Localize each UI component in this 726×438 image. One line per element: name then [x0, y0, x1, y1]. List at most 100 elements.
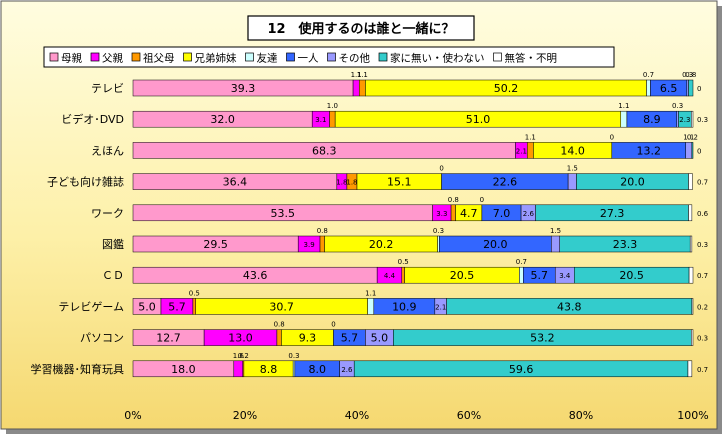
data-label: 1.1	[618, 102, 629, 110]
data-label: 0.7	[697, 272, 708, 280]
data-label: 43.6	[243, 269, 268, 282]
data-label: 9.3	[299, 332, 317, 345]
bar-segment	[233, 360, 244, 378]
data-label: 0.7	[697, 366, 708, 374]
data-label: 13.2	[637, 144, 662, 157]
category-label: ワーク	[91, 207, 124, 220]
bar-segment	[688, 266, 694, 284]
data-label: 30.7	[269, 300, 294, 313]
title-box	[247, 15, 475, 41]
data-label: 0.3	[288, 352, 299, 360]
data-label: 0.7	[516, 258, 527, 266]
legend-swatch	[493, 52, 502, 62]
data-label: 27.3	[600, 207, 625, 220]
data-label: 1.0	[327, 102, 338, 110]
data-label: 14.0	[560, 144, 585, 157]
bar-segment	[691, 298, 694, 315]
data-label: 20.2	[369, 238, 394, 251]
legend-swatch	[378, 52, 388, 62]
bar-segment	[292, 360, 296, 378]
data-label: 8.8	[260, 363, 278, 376]
legend-swatch	[327, 52, 336, 62]
data-label: 7.0	[493, 207, 511, 220]
bar-segment	[687, 360, 693, 378]
legend-label: 家に無い・使わない	[390, 52, 485, 65]
bar-segment	[620, 110, 628, 128]
data-label: 0	[331, 321, 335, 329]
bar-segment	[319, 235, 325, 253]
chart-title: 12 使用するのは誰と一緒に？	[267, 21, 454, 37]
x-tick-label: 40%	[345, 409, 369, 422]
bar-segment	[567, 173, 577, 190]
data-label: 3.3	[436, 210, 447, 218]
data-label: 1.8	[336, 179, 347, 187]
bar-segment	[688, 204, 693, 222]
x-tick-label: 0%	[124, 409, 141, 422]
data-label: 1.8	[346, 179, 357, 187]
data-label: 5.7	[341, 332, 359, 345]
data-label: 0	[697, 147, 701, 155]
data-label: 53.2	[530, 332, 555, 345]
data-label: 1.5	[567, 165, 578, 173]
legend-label: 一人	[298, 53, 319, 65]
bar-segment	[526, 142, 534, 159]
data-label: 2.6	[523, 210, 535, 218]
data-label: 0.5	[398, 258, 409, 266]
x-tick-label: 100%	[677, 409, 708, 422]
legend-label: 祖父母	[143, 52, 175, 65]
data-label: 2.6	[341, 366, 353, 374]
bar-segment	[437, 235, 440, 253]
data-label: 1.1	[351, 71, 362, 79]
data-label: 6.5	[660, 82, 678, 95]
category-label: 学習機器･知育玩具	[31, 362, 125, 376]
data-label: 0.3	[697, 116, 708, 124]
data-label: 0.6	[697, 210, 709, 218]
legend-label: 友達	[257, 52, 278, 65]
bar-segment	[685, 142, 693, 159]
legend-label: 母親	[61, 52, 82, 65]
data-label: 0.3	[682, 71, 693, 79]
bar-segment	[688, 79, 694, 97]
legend-swatch	[131, 52, 141, 62]
data-label: 0.2	[238, 352, 249, 360]
bar-segment	[551, 235, 560, 253]
category-label: テレビゲーム	[58, 300, 124, 313]
bar-segment	[688, 173, 693, 190]
data-label: 20.0	[483, 238, 508, 251]
bar-segment	[401, 266, 405, 284]
bar-segment	[676, 110, 679, 128]
x-tick-label: 20%	[233, 409, 257, 422]
data-label: 1.1	[365, 289, 376, 297]
data-label: 4.7	[460, 207, 478, 220]
category-label: テレビ	[91, 82, 124, 95]
category-label: パソコン	[80, 332, 124, 345]
data-label: 0	[610, 133, 614, 141]
data-label: 0.7	[643, 71, 654, 79]
data-label: 8.0	[308, 363, 326, 376]
data-label: 22.6	[493, 176, 518, 189]
bar-segment	[519, 266, 524, 284]
data-label: 5.7	[531, 269, 549, 282]
bar-segment	[367, 298, 375, 315]
bar-segment	[450, 204, 456, 222]
legend-label: 無答・不明	[505, 52, 558, 65]
data-label: 5.0	[138, 300, 156, 313]
data-label: 1.1	[683, 133, 694, 141]
data-label: 13.0	[228, 332, 253, 345]
bar-segment	[686, 79, 689, 97]
data-label: 20.5	[619, 269, 644, 282]
data-label: 1.1	[525, 133, 536, 141]
data-label: 20.5	[450, 269, 475, 282]
data-label: 53.5	[271, 207, 296, 220]
data-label: 0.8	[274, 321, 285, 329]
data-label: 20.0	[620, 176, 645, 189]
data-label: 3.4	[559, 272, 571, 280]
data-label: 0.3	[433, 227, 444, 235]
data-label: 50.2	[494, 82, 519, 95]
legend: 母親 父親 祖父母 兄弟姉妹 友達 一人 その他 家に無い・使わない 無答・不明	[49, 52, 558, 65]
data-label: 1.6	[233, 352, 245, 360]
data-label: 0.2	[687, 133, 698, 141]
data-label: 1.5	[550, 227, 561, 235]
